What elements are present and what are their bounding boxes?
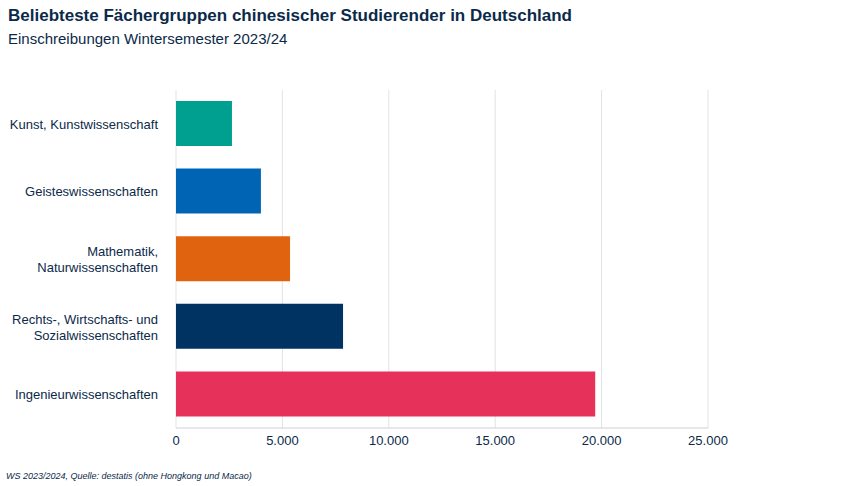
- html-text:WS 2023/2024, Quelle: destatis: WS 2023/2024, Quelle: destatis (ohne Hon…: [6, 471, 252, 481]
- svg-text:Mathematik,Naturwissenschaften: Mathematik,Naturwissenschaften: [37, 244, 158, 275]
- svg-text:10.000: 10.000: [369, 433, 409, 448]
- html-text:Beliebteste Fächergruppen chin: Beliebteste Fächergruppen chinesischer S…: [8, 6, 572, 25]
- html-text:Einschreibungen Wintersemester: Einschreibungen Wintersemester 2023/24: [8, 30, 288, 47]
- svg-text:5.000: 5.000: [266, 433, 299, 448]
- svg-text:25.000: 25.000: [688, 433, 728, 448]
- svg-text:20.000: 20.000: [582, 433, 622, 448]
- svg-text:Rechts-, Wirtschafts- undSozia: Rechts-, Wirtschafts- undSozialwissensch…: [12, 311, 158, 342]
- svg-text:Kunst, Kunstwissenschaft: Kunst, Kunstwissenschaft: [10, 116, 159, 131]
- svg-text:15.000: 15.000: [475, 433, 515, 448]
- svg-text:0: 0: [172, 433, 179, 448]
- svg-text:Geisteswissenschaften: Geisteswissenschaften: [25, 184, 158, 199]
- svg-text:Ingenieurwissenschaften: Ingenieurwissenschaften: [15, 387, 158, 402]
